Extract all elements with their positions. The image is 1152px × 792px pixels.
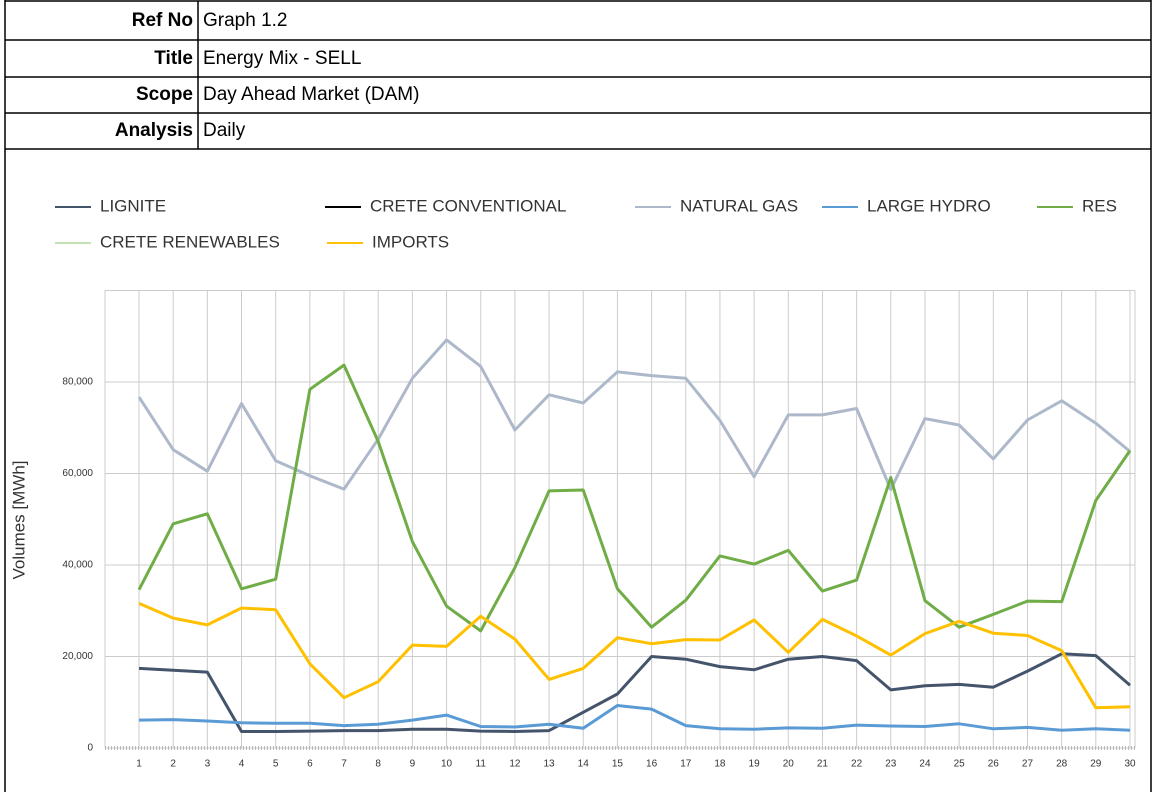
x-tick-label: 23 xyxy=(885,759,897,770)
x-tick-label: 21 xyxy=(817,759,829,770)
x-tick-label: 9 xyxy=(410,759,416,770)
series-line xyxy=(137,363,1132,633)
x-tick-label: 15 xyxy=(612,759,624,770)
y-tick-label: 20,000 xyxy=(62,651,93,662)
series-line xyxy=(138,602,1131,710)
legend-label: LIGNITE xyxy=(100,196,166,215)
legend-label: LARGE HYDRO xyxy=(867,196,991,215)
x-tick-label: 14 xyxy=(578,759,590,770)
row-label: Analysis xyxy=(115,120,193,141)
x-tick-label: 1 xyxy=(136,759,142,770)
x-tick-label: 17 xyxy=(680,759,692,770)
x-tick-label: 25 xyxy=(954,759,966,770)
x-tick-label: 7 xyxy=(341,759,347,770)
row-label: Ref No xyxy=(132,10,193,31)
x-tick-label: 11 xyxy=(476,759,487,770)
row-label: Scope xyxy=(136,84,193,105)
x-tick-label: 8 xyxy=(375,759,381,770)
y-axis-title: Volumes [MWh] xyxy=(9,460,28,579)
x-tick-label: 30 xyxy=(1124,759,1136,770)
x-tick-label: 26 xyxy=(988,759,1000,770)
series-line xyxy=(138,704,1131,732)
series-line xyxy=(138,652,1131,733)
x-tick-label: 10 xyxy=(441,759,453,770)
legend-label: RES xyxy=(1082,196,1117,215)
x-tick-label: 27 xyxy=(1022,759,1034,770)
header-table xyxy=(4,0,1152,792)
x-tick-label: 19 xyxy=(749,759,761,770)
x-tick-label: 18 xyxy=(714,759,726,770)
x-tick-label: 3 xyxy=(205,759,211,770)
x-tick-label: 22 xyxy=(851,759,863,770)
y-tick-label: 40,000 xyxy=(62,560,93,571)
x-tick-label: 4 xyxy=(239,759,245,770)
row-value: Day Ahead Market (DAM) xyxy=(203,84,419,105)
row-value: Daily xyxy=(203,120,246,141)
y-tick-label: 80,000 xyxy=(62,377,93,388)
row-label: Title xyxy=(154,48,193,69)
row-value: Energy Mix - SELL xyxy=(203,48,361,69)
x-tick-label: 12 xyxy=(509,759,521,770)
x-tick-label: 16 xyxy=(646,759,658,770)
legend-label: NATURAL GAS xyxy=(680,196,798,215)
series-line xyxy=(137,338,1131,491)
x-tick-label: 2 xyxy=(170,759,176,770)
row-value: Graph 1.2 xyxy=(203,10,288,31)
legend-label: IMPORTS xyxy=(372,232,449,251)
x-tick-label: 24 xyxy=(919,759,931,770)
x-tick-label: 28 xyxy=(1056,759,1068,770)
x-tick-label: 5 xyxy=(273,759,279,770)
x-tick-label: 6 xyxy=(307,759,313,770)
x-tick-label: 13 xyxy=(544,759,556,770)
x-tick-label: 29 xyxy=(1090,759,1102,770)
legend-label: CRETE CONVENTIONAL xyxy=(370,196,566,215)
y-tick-label: 60,000 xyxy=(62,468,93,479)
legend-label: CRETE RENEWABLES xyxy=(100,232,280,251)
y-tick-label: 0 xyxy=(87,743,93,754)
x-tick-label: 20 xyxy=(783,759,795,770)
